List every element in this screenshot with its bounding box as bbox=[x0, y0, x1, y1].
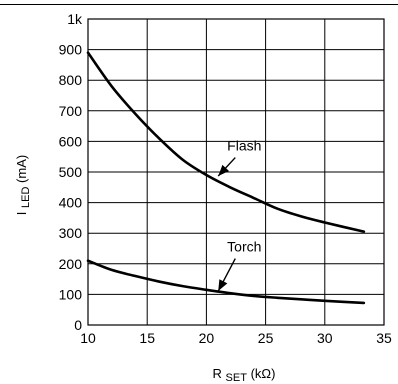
x-tick-label: 20 bbox=[199, 330, 215, 346]
y-tick-label: 800 bbox=[59, 72, 83, 88]
x-tick-label: 10 bbox=[80, 330, 96, 346]
x-tick-label: 30 bbox=[317, 330, 333, 346]
y-tick-label: 0 bbox=[74, 317, 82, 333]
y-axis-label-sub: LED bbox=[20, 187, 32, 208]
y-tick-label: 1k bbox=[67, 11, 83, 27]
x-axis-label: R SET (kΩ) bbox=[213, 366, 276, 384]
x-tick-label: 25 bbox=[258, 330, 274, 346]
x-tick-label: 15 bbox=[139, 330, 155, 346]
annotation-arrowhead bbox=[218, 279, 228, 292]
x-axis-label-unit: (kΩ) bbox=[251, 366, 276, 381]
series-lines bbox=[86, 51, 366, 305]
y-axis-label: I LED (mA) bbox=[14, 155, 32, 215]
series-line-torch bbox=[86, 259, 366, 305]
series-line-flash bbox=[86, 51, 366, 233]
annotation-label-torch: Torch bbox=[227, 239, 261, 255]
y-tick-label: 600 bbox=[59, 133, 83, 149]
y-tick-label: 100 bbox=[59, 286, 83, 302]
plot-frame bbox=[87, 18, 385, 326]
x-axis-label-main: R bbox=[213, 366, 222, 381]
y-tick-label: 300 bbox=[59, 225, 83, 241]
annotation-arrowhead bbox=[218, 164, 230, 176]
y-tick-label: 500 bbox=[59, 164, 83, 180]
grid-lines bbox=[87, 18, 385, 326]
x-tick-label: 35 bbox=[376, 330, 392, 346]
y-tick-label: 200 bbox=[59, 256, 83, 272]
annotation-label-flash: Flash bbox=[227, 138, 261, 154]
y-tick-label: 900 bbox=[59, 42, 83, 58]
y-tick-label: 400 bbox=[59, 195, 83, 211]
tick-labels: 0 100 200 300 400 500 600 700 800 900 1k 10 15 20 25 30… bbox=[59, 11, 392, 346]
y-axis-label-unit: (mA) bbox=[14, 155, 29, 183]
y-tick-label: 700 bbox=[59, 103, 83, 119]
y-axis-label-main: I bbox=[14, 212, 29, 216]
annotations: Flash Torch bbox=[217, 138, 261, 292]
x-axis-label-sub: SET bbox=[226, 372, 248, 384]
